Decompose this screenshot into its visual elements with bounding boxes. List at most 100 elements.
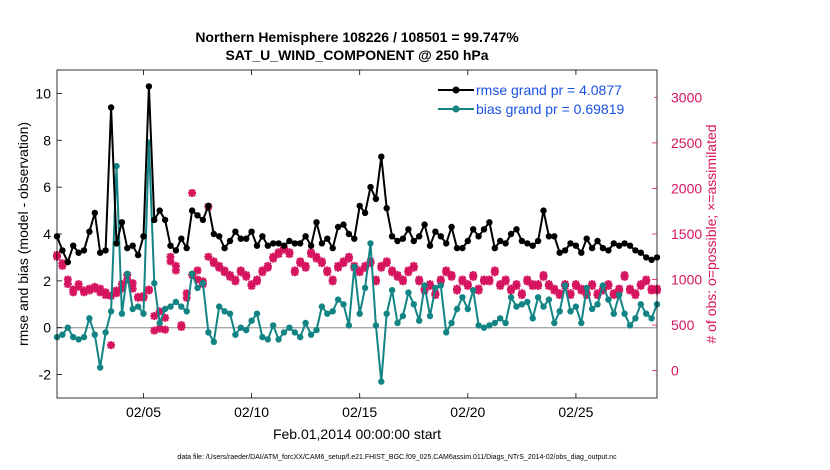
obs-assimilated-point [490,268,499,277]
marker-stroke [572,282,580,290]
bias-point [334,296,342,303]
marker-stroke [91,284,99,293]
bias-point [129,305,136,313]
marker-stroke [555,291,564,299]
bias-point [372,322,380,329]
obs-assimilated-point [263,263,272,272]
rmse-point [194,212,201,219]
rmse-point [124,244,131,252]
obs-assimilated-point [317,259,326,268]
bias-point [205,329,212,336]
rmse-point [318,240,326,247]
bias-point [107,308,115,315]
obs-assimilated-point [144,286,153,295]
obs-assimilated-point [312,254,321,263]
bias-point [329,308,336,315]
bias-point [632,315,639,322]
bias-point [405,289,412,296]
rmse-point [378,153,385,160]
bias-point [259,333,266,341]
obs-assimilated-point [171,266,180,275]
rmse-point [275,240,282,247]
obs-possible-point [193,266,202,275]
rmse-point [529,242,536,249]
marker-stroke [453,286,461,295]
bias-point [340,301,347,308]
marker-stroke [193,266,202,275]
rmse-point [351,235,358,242]
bias-point [572,303,580,310]
bias-point [248,317,255,324]
bias-point [605,296,612,303]
marker-stroke [415,277,423,286]
rmse-point [334,223,342,231]
bias-point [307,331,315,338]
rmse-point [167,242,174,249]
obs-assimilated-point [642,277,651,286]
bias-point [626,322,634,329]
rmse-point [399,235,407,242]
marker-stroke [312,254,321,263]
bias-point [156,319,163,327]
marker-stroke [409,263,418,272]
y-tick-label: 0 [43,320,51,336]
obs-assimilated-point [431,291,440,300]
rmse-point [426,242,434,249]
bias-point [232,331,239,338]
bias-point [161,305,169,313]
rmse-point [291,240,298,247]
rmse-point [216,233,223,240]
rmse-point [448,223,455,231]
bias-point [221,308,228,315]
rmse-point [151,216,158,224]
bias-point [80,333,88,341]
bias-point [178,303,185,310]
legend-bias-marker [452,105,460,113]
y2-tick-label: 2500 [671,135,702,151]
obs-assimilated-point [90,284,99,293]
bias-point [188,270,196,277]
rmse-point [280,242,288,249]
obs-assimilated-point [242,272,251,281]
marker-stroke [220,268,229,277]
obs-assimilated-point [63,280,72,289]
obs-assimilated-point [393,272,402,281]
marker-stroke [307,250,315,258]
obs-assimilated-point [161,325,170,334]
rmse-point [464,237,471,245]
rmse-point [324,235,331,242]
bias-point [588,305,596,313]
rmse-point [59,247,66,254]
marker-stroke [523,277,532,286]
marker-stroke [172,266,180,275]
bias-point [616,291,623,299]
rmse-point [161,216,169,224]
bias-point [583,284,590,292]
obs-assimilated-point [588,281,597,290]
bias-point [378,378,385,385]
rmse-point [518,237,526,245]
rmse-point [210,230,217,238]
marker-stroke [155,324,164,333]
rmse-point [480,226,488,233]
bias-point [491,319,498,327]
bias-point [459,294,466,301]
bias-point [399,312,407,320]
data-file-footer: data file: /Users/raeder/DAI/ATM_forcXX/… [177,454,617,461]
rmse-point [178,235,185,242]
rmse-point [421,221,428,228]
marker-stroke [382,259,391,267]
bias-point [545,296,553,303]
rmse-point [470,226,477,233]
marker-stroke [631,291,640,299]
bias-point [226,310,234,317]
rmse-point [616,242,623,249]
bias-point [561,282,569,289]
rmse-point [329,244,336,252]
bias-point [518,301,526,308]
rmse-point [70,242,77,249]
bias-point [237,324,244,331]
rmse-point [226,237,234,245]
rmse-point [286,237,293,245]
bias-point [291,329,298,336]
